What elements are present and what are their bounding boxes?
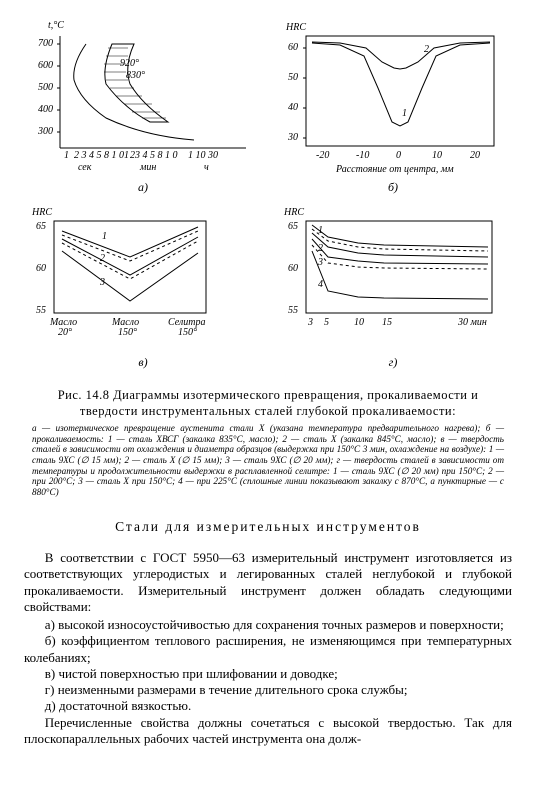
svg-text:4: 4 <box>318 279 323 290</box>
svg-text:мин: мин <box>139 162 156 173</box>
svg-text:700: 700 <box>38 38 53 49</box>
item-c: в) чистой поверхностью при шлифовании и … <box>24 666 512 682</box>
svg-text:-10: -10 <box>356 150 369 161</box>
svg-text:1: 1 <box>402 108 407 119</box>
figure-a-wrap: t,°C 700 600 500 400 300 <box>24 18 262 195</box>
svg-text:2: 2 <box>424 44 429 55</box>
figures-grid: t,°C 700 600 500 400 300 <box>24 18 512 370</box>
figure-b-wrap: HRC 60 50 40 30 -20 -10 0 10 20 Расст <box>274 18 512 195</box>
chart-a: t,°C 700 600 500 400 300 <box>24 18 254 178</box>
sublabel-c: в) <box>24 355 262 370</box>
figure-caption: Рис. 14.8 Диаграммы изотермического прев… <box>32 388 504 419</box>
xlabel-b: Расстояние от центра, мм <box>335 164 454 175</box>
svg-text:1: 1 <box>102 231 107 242</box>
svg-text:65: 65 <box>36 221 46 232</box>
svg-text:-20: -20 <box>316 150 329 161</box>
svg-text:3: 3 <box>99 277 105 288</box>
anno-920: 920° <box>120 58 139 69</box>
yticks-b: 60 50 40 30 <box>287 42 306 143</box>
svg-text:3: 3 <box>317 257 323 268</box>
svg-text:60: 60 <box>288 42 298 53</box>
anno-830: 830° <box>126 70 145 81</box>
svg-text:2 3 4 5 8 1 0: 2 3 4 5 8 1 0 <box>74 150 124 161</box>
svg-text:0: 0 <box>396 150 401 161</box>
svg-text:HRC: HRC <box>285 22 306 33</box>
figure-legend: а — изотермическое превращение аустенита… <box>32 423 504 497</box>
body-para-2: Перечисленные свойства должны сочетаться… <box>24 715 512 748</box>
chart-c: HRC 65 60 55 1 2 3 Масло 20° Масло 150° … <box>24 203 224 353</box>
sublabel-b: б) <box>274 180 512 195</box>
sublabel-d: г) <box>274 355 512 370</box>
svg-text:1 10 30: 1 10 30 <box>188 150 218 161</box>
chart-d: HRC 65 60 55 1 2 3 4 3 5 10 15 30 мин <box>274 203 504 353</box>
sublabel-a: a) <box>24 180 262 195</box>
figure-c-wrap: HRC 65 60 55 1 2 3 Масло 20° Масло 150° … <box>24 203 262 370</box>
item-e: д) достаточной вязкостью. <box>24 698 512 714</box>
svg-text:2: 2 <box>318 243 323 254</box>
svg-text:HRC: HRC <box>283 207 304 218</box>
figure-d-wrap: HRC 65 60 55 1 2 3 4 3 5 10 15 30 мин г) <box>274 203 512 370</box>
svg-text:40: 40 <box>288 102 298 113</box>
svg-text:30: 30 <box>287 132 298 143</box>
svg-text:23 4 5 8 1 0: 23 4 5 8 1 0 <box>130 150 178 161</box>
svg-text:60: 60 <box>288 263 298 274</box>
section-title: Стали для измерительных инструментов <box>24 519 512 536</box>
svg-text:10: 10 <box>354 317 364 328</box>
svg-text:1: 1 <box>64 150 69 161</box>
svg-text:20°: 20° <box>58 327 72 338</box>
svg-text:10: 10 <box>432 150 442 161</box>
svg-text:500: 500 <box>38 82 53 93</box>
svg-text:HRC: HRC <box>31 207 52 218</box>
svg-text:300: 300 <box>37 126 53 137</box>
svg-text:5: 5 <box>324 317 329 328</box>
svg-text:20: 20 <box>470 150 480 161</box>
svg-text:50: 50 <box>288 72 298 83</box>
yticks-a: 700 600 500 400 300 <box>37 38 60 137</box>
svg-text:2: 2 <box>100 253 105 264</box>
item-b: б) коэффициентом теплового расширения, н… <box>24 633 512 666</box>
svg-text:400: 400 <box>38 104 53 115</box>
svg-text:сек: сек <box>78 162 92 173</box>
svg-text:150°: 150° <box>118 327 137 338</box>
svg-text:600: 600 <box>38 60 53 71</box>
item-d: г) неизменными размерами в течение длите… <box>24 682 512 698</box>
svg-text:ч: ч <box>204 162 209 173</box>
item-a: а) высокой износоустойчивостью для сохра… <box>24 617 512 633</box>
svg-text:150°: 150° <box>178 327 197 338</box>
svg-text:1: 1 <box>124 150 129 161</box>
xticks-b: -20 -10 0 10 20 <box>316 150 480 161</box>
chart-b: HRC 60 50 40 30 -20 -10 0 10 20 Расст <box>274 18 504 178</box>
svg-text:65: 65 <box>288 221 298 232</box>
svg-text:1: 1 <box>318 225 323 236</box>
hatch-band-a <box>104 44 168 122</box>
svg-text:55: 55 <box>36 305 46 316</box>
svg-text:15: 15 <box>382 317 392 328</box>
svg-text:3: 3 <box>307 317 313 328</box>
svg-text:55: 55 <box>288 305 298 316</box>
ylabel-a: t,°C <box>48 20 64 31</box>
svg-text:30 мин: 30 мин <box>457 317 487 328</box>
body-para-1: В соответствии с ГОСТ 5950—63 измеритель… <box>24 550 512 615</box>
svg-text:60: 60 <box>36 263 46 274</box>
